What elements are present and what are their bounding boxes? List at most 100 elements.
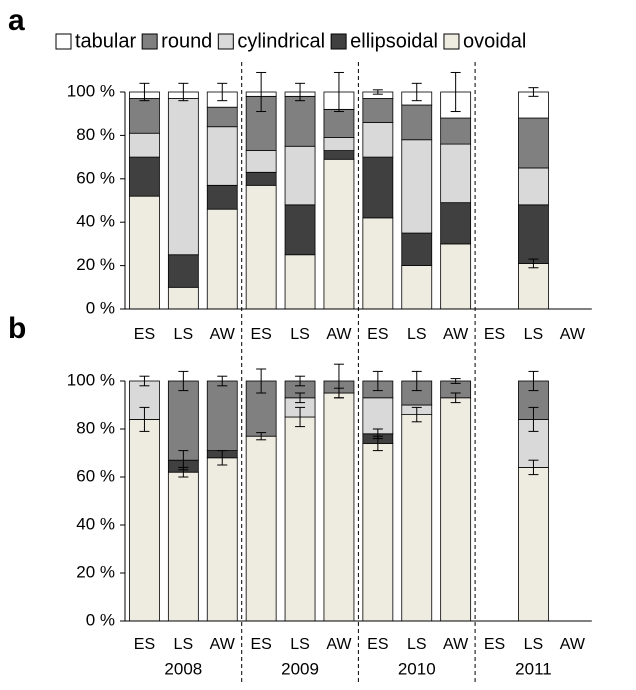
x-tick-label: LS (524, 636, 544, 653)
error-bar (528, 459, 539, 476)
error-bar (295, 375, 306, 387)
bar-segment (440, 143, 472, 204)
error-bar (256, 432, 267, 441)
y-tick-label: 40 % (76, 212, 115, 231)
legend-swatch (55, 33, 72, 50)
bar-segment (401, 232, 433, 267)
x-tick-label: ES (250, 326, 271, 343)
bar-segment (362, 397, 394, 435)
bar-segment (167, 254, 199, 288)
error-bar (450, 392, 461, 404)
bar-segment (518, 466, 549, 622)
y-tick-label: 0 % (86, 298, 115, 317)
bar-segment (362, 98, 394, 123)
bar-segment (206, 380, 238, 451)
legend-swatch (141, 33, 158, 50)
bar-segment (518, 117, 549, 169)
x-tick-label: AW (326, 326, 352, 343)
bar-segment (401, 380, 433, 406)
error-bar (528, 370, 539, 392)
bar-segment (284, 204, 316, 256)
error-bar (528, 258, 539, 269)
y-tick-label: 20 % (76, 255, 115, 274)
y-tick-label: 60 % (76, 466, 115, 485)
x-tick-label: LS (290, 326, 310, 343)
error-bar (333, 363, 344, 399)
x-tick-label: AW (560, 636, 586, 653)
bar-segment (518, 204, 549, 264)
bar-segment (401, 139, 433, 234)
legend-swatch (443, 33, 460, 50)
bar-segment (323, 158, 355, 310)
error-bar (372, 89, 383, 95)
y-tick-label: 80 % (76, 418, 115, 437)
bar-segment (323, 137, 355, 151)
y-tick-label: 100 % (67, 81, 115, 100)
x-tick-label: AW (210, 326, 236, 343)
bar-segment (167, 471, 199, 622)
error-bar (139, 375, 150, 387)
x-tick-label: LS (290, 636, 310, 653)
bar-segment (362, 442, 394, 622)
x-tick-label: AW (443, 326, 469, 343)
x-tick-label: AW (326, 636, 352, 653)
bar-segment (129, 156, 160, 197)
x-tick-label: LS (524, 326, 544, 343)
bar-segment (206, 184, 238, 210)
legend-label: ellipsoidal (350, 30, 438, 52)
error-bar (139, 406, 150, 432)
bar-segment (284, 145, 316, 206)
legend-label: round (161, 30, 212, 52)
y-tick-label: 60 % (76, 168, 115, 187)
error-bar (295, 82, 306, 102)
bar-segment (518, 263, 549, 310)
bar-segment (245, 150, 277, 173)
legend-swatch (330, 33, 347, 50)
panel-label: a (8, 4, 25, 37)
bar-segment (206, 208, 238, 310)
bar-segment (362, 156, 394, 219)
y-tick-label: 40 % (76, 514, 115, 533)
bar-segment (440, 117, 472, 145)
bar-segment (362, 121, 394, 158)
y-tick-label: 80 % (76, 125, 115, 144)
error-bar (372, 370, 383, 392)
x-tick-label: ES (367, 636, 388, 653)
bar-segment (167, 98, 199, 256)
error-bar (256, 71, 267, 113)
bar-segment (362, 217, 394, 310)
error-bar (217, 450, 228, 466)
error-bar (295, 392, 306, 404)
x-tick-label: LS (407, 326, 427, 343)
bar-segment (206, 106, 238, 128)
bar-segment (440, 397, 472, 622)
legend-swatch (217, 33, 234, 50)
bar-segment (167, 380, 199, 461)
bar-segment (129, 132, 160, 158)
error-bar (528, 87, 539, 97)
x-tick-label: LS (407, 636, 427, 653)
y-tick-label: 100 % (67, 370, 115, 389)
y-tick-label: 0 % (86, 610, 115, 629)
x-tick-label: ES (134, 326, 155, 343)
bar-segment (245, 435, 277, 622)
error-bar (217, 375, 228, 387)
bar-segment (245, 171, 277, 186)
x-tick-label: LS (174, 326, 194, 343)
error-bar (411, 370, 422, 392)
bar-segment (323, 392, 355, 622)
bar-segment (401, 414, 433, 622)
error-bar (178, 450, 189, 471)
legend-label: cylindrical (237, 30, 325, 52)
error-bar (256, 368, 267, 394)
error-bar (411, 406, 422, 423)
error-bar (411, 82, 422, 102)
x-tick-label: ES (367, 326, 388, 343)
panel-label: b (8, 312, 26, 345)
group-label: 2008 (164, 659, 202, 678)
bar-segment (129, 195, 160, 310)
error-bar (139, 82, 150, 102)
x-tick-label: AW (443, 636, 469, 653)
x-tick-label: AW (210, 636, 236, 653)
